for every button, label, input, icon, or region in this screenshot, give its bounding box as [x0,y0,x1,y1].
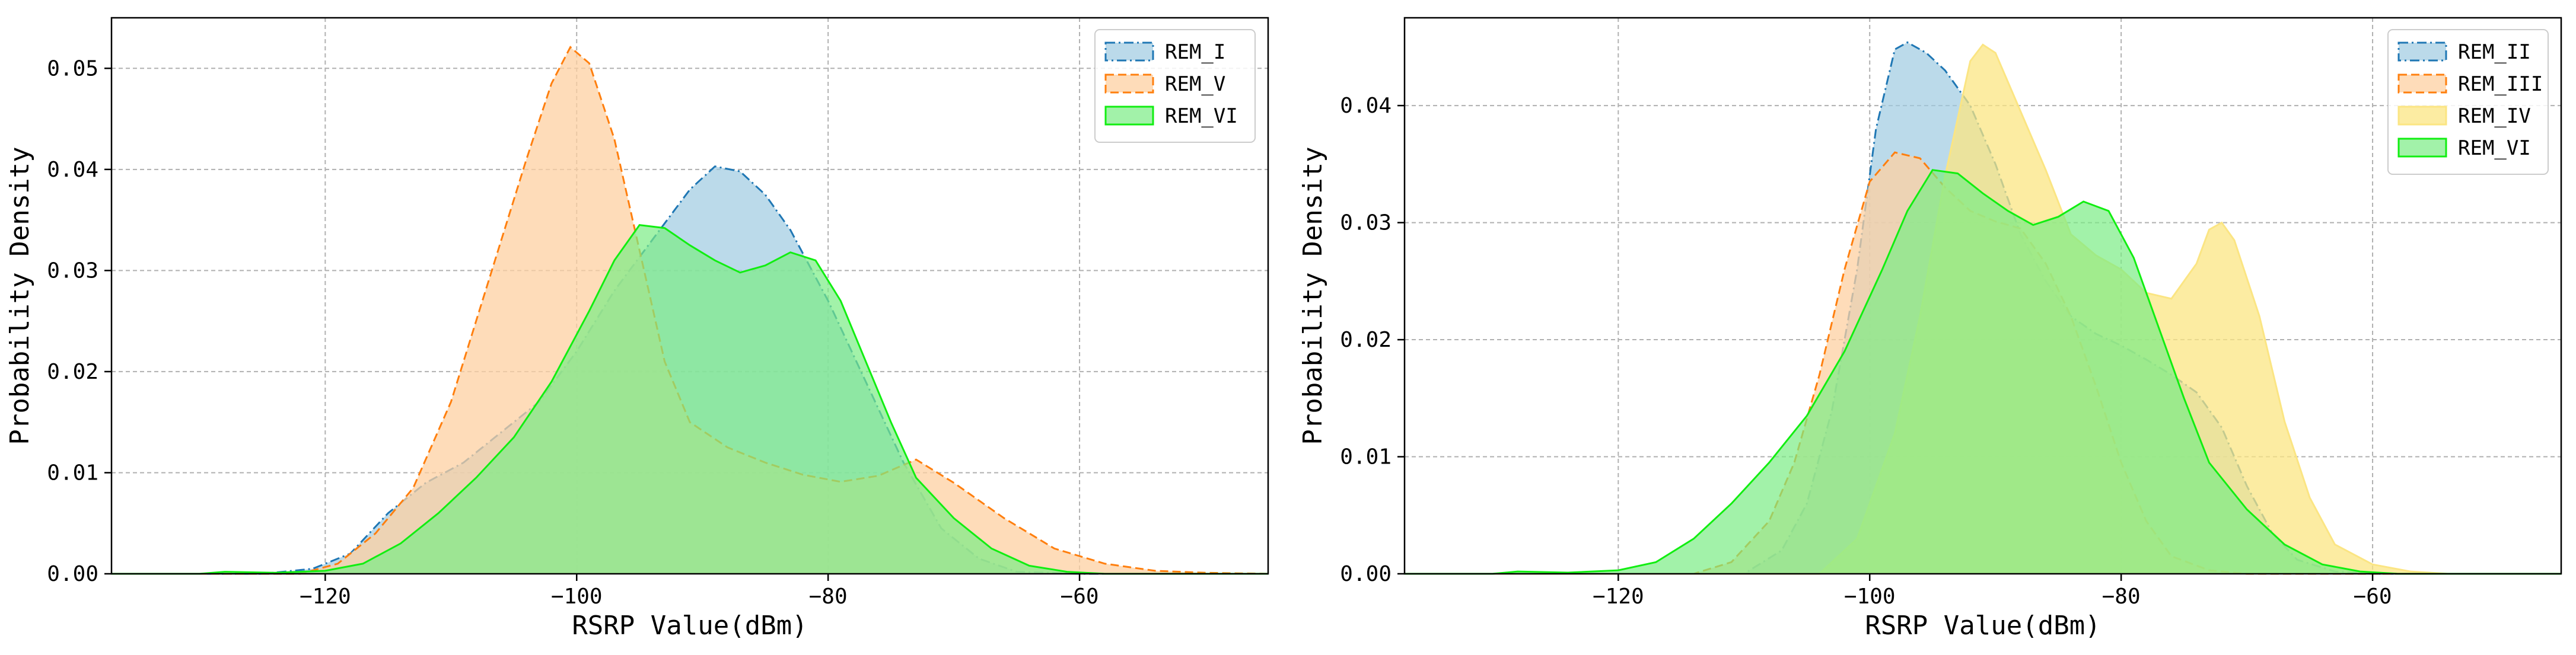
x-tick-label: −120 [1593,584,1644,609]
y-tick-label: 0.04 [47,158,98,182]
legend-swatch-rem_vi [2397,138,2447,158]
x-tick-label: −60 [1061,584,1099,609]
left-density-chart: −120 −100 −80 −60 0.00 0.01 0.02 0.03 0.04 0.05 RS… [5,17,1269,641]
series-line-rem_vi [112,224,1268,575]
x-tick-label: −80 [809,584,848,609]
y-tick-label: 0.00 [47,562,98,586]
y-tick-label: 0.00 [1340,562,1392,586]
legend-swatch-rem_iv [2397,106,2447,126]
legend: REM_I REM_V REM_VI [1094,29,1256,143]
x-tick-label: −60 [2354,584,2392,609]
series-areas [1405,41,2561,575]
y-tick-label: 0.01 [47,461,98,485]
legend-swatch-rem_i [1104,41,1154,62]
x-axis-label: RSRP Value(dBm) [1865,611,2100,641]
series-area-rem_vi [1405,170,2561,574]
y-tick-label: 0.03 [1340,211,1392,235]
legend-label-rem_vi: REM_VI [2458,136,2531,160]
series-areas [112,46,1269,575]
legend-swatch-rem_v [1104,74,1154,94]
y-tick-label: 0.03 [47,258,98,283]
legend-label-rem_vi: REM_VI [1165,104,1238,128]
legend-label-rem_i: REM_I [1165,40,1225,64]
y-tick-label: 0.04 [1340,94,1392,118]
y-tick-label: 0.02 [47,360,98,384]
legend-swatch-rem_iii [2397,74,2447,94]
legend-swatch-rem_vi [1104,106,1154,126]
legend: REM_II REM_III REM_IV REM_VI [2387,29,2549,175]
y-tick-label: 0.05 [47,56,98,81]
plot-frame [1403,17,2562,575]
x-tick-label: −80 [2102,584,2141,609]
x-tick-label: −100 [1844,584,1896,609]
legend-swatch-rem_ii [2397,41,2447,62]
x-axis-label: RSRP Value(dBm) [572,611,807,641]
legend-label-rem_iii: REM_III [2458,72,2543,96]
legend-label-rem_ii: REM_II [2458,40,2531,64]
y-axis-label: Probability Density [1298,146,1328,445]
y-tick-label: 0.01 [1340,445,1392,469]
legend-label-rem_iv: REM_IV [2458,104,2531,128]
y-tick-label: 0.02 [1340,328,1392,352]
right-density-chart: −120 −100 −80 −60 0.00 0.01 0.02 0.03 0.04 RSRP V… [1298,17,2562,641]
series-area-rem_vi [112,225,1268,574]
plot-frame [110,17,1269,575]
x-tick-label: −120 [300,584,351,609]
y-axis-label: Probability Density [5,146,35,445]
series-line-rem_vi [1405,169,2561,575]
legend-label-rem_v: REM_V [1165,72,1225,96]
x-tick-label: −100 [551,584,603,609]
